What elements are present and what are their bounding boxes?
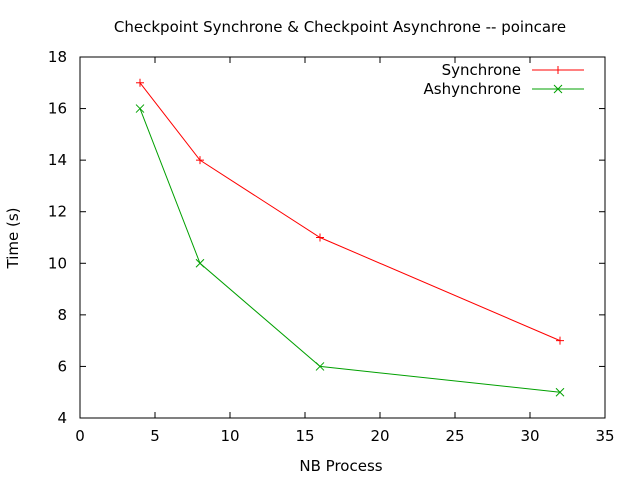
y-axis-label: Time (s) (4, 208, 22, 270)
x-tick-label: 35 (595, 427, 614, 445)
legend-marker-synchrone (554, 66, 562, 74)
x-tick-label: 5 (150, 427, 160, 445)
plot-area: 0 5 10 15 20 25 30 35 4 6 8 10 12 14 16 18 SynchroneAshy… (48, 48, 615, 445)
x-tick-label: 30 (520, 427, 539, 445)
data-point-ashynchrone (195, 258, 205, 268)
legend-label-synchrone: Synchrone (442, 61, 521, 79)
plot-frame (79, 56, 606, 419)
chart-title: Checkpoint Synchrone & Checkpoint Asynch… (114, 18, 566, 36)
y-tick-label: 16 (48, 100, 67, 118)
x-tick-label: 25 (445, 427, 464, 445)
data-point-synchrone (136, 78, 144, 87)
x-axis-label: NB Process (299, 457, 382, 475)
x-tick-label: 15 (295, 427, 314, 445)
x-tick-label: 10 (220, 427, 239, 445)
data-point-synchrone (556, 336, 564, 345)
y-tick-label: 4 (57, 409, 67, 427)
x-tick-label: 0 (75, 427, 85, 445)
data-point-synchrone (196, 156, 204, 165)
y-tick-label: 8 (57, 306, 67, 324)
y-tick-label: 6 (57, 357, 67, 375)
x-tick-label: 20 (370, 427, 389, 445)
data-point-synchrone (316, 233, 324, 242)
data-point-ashynchrone (135, 104, 145, 113)
legend-label-ashynchrone: Ashynchrone (424, 80, 521, 98)
y-tick-label: 12 (48, 203, 67, 221)
y-tick-label: 14 (48, 151, 67, 169)
data-point-ashynchrone (555, 387, 565, 397)
y-tick-label: 18 (48, 48, 67, 66)
y-tick-label: 10 (48, 254, 67, 272)
legend-marker-ashynchrone (553, 84, 563, 94)
series-line-ashynchrone (139, 108, 561, 393)
series-line-synchrone (139, 82, 561, 342)
data-point-ashynchrone (315, 362, 325, 371)
